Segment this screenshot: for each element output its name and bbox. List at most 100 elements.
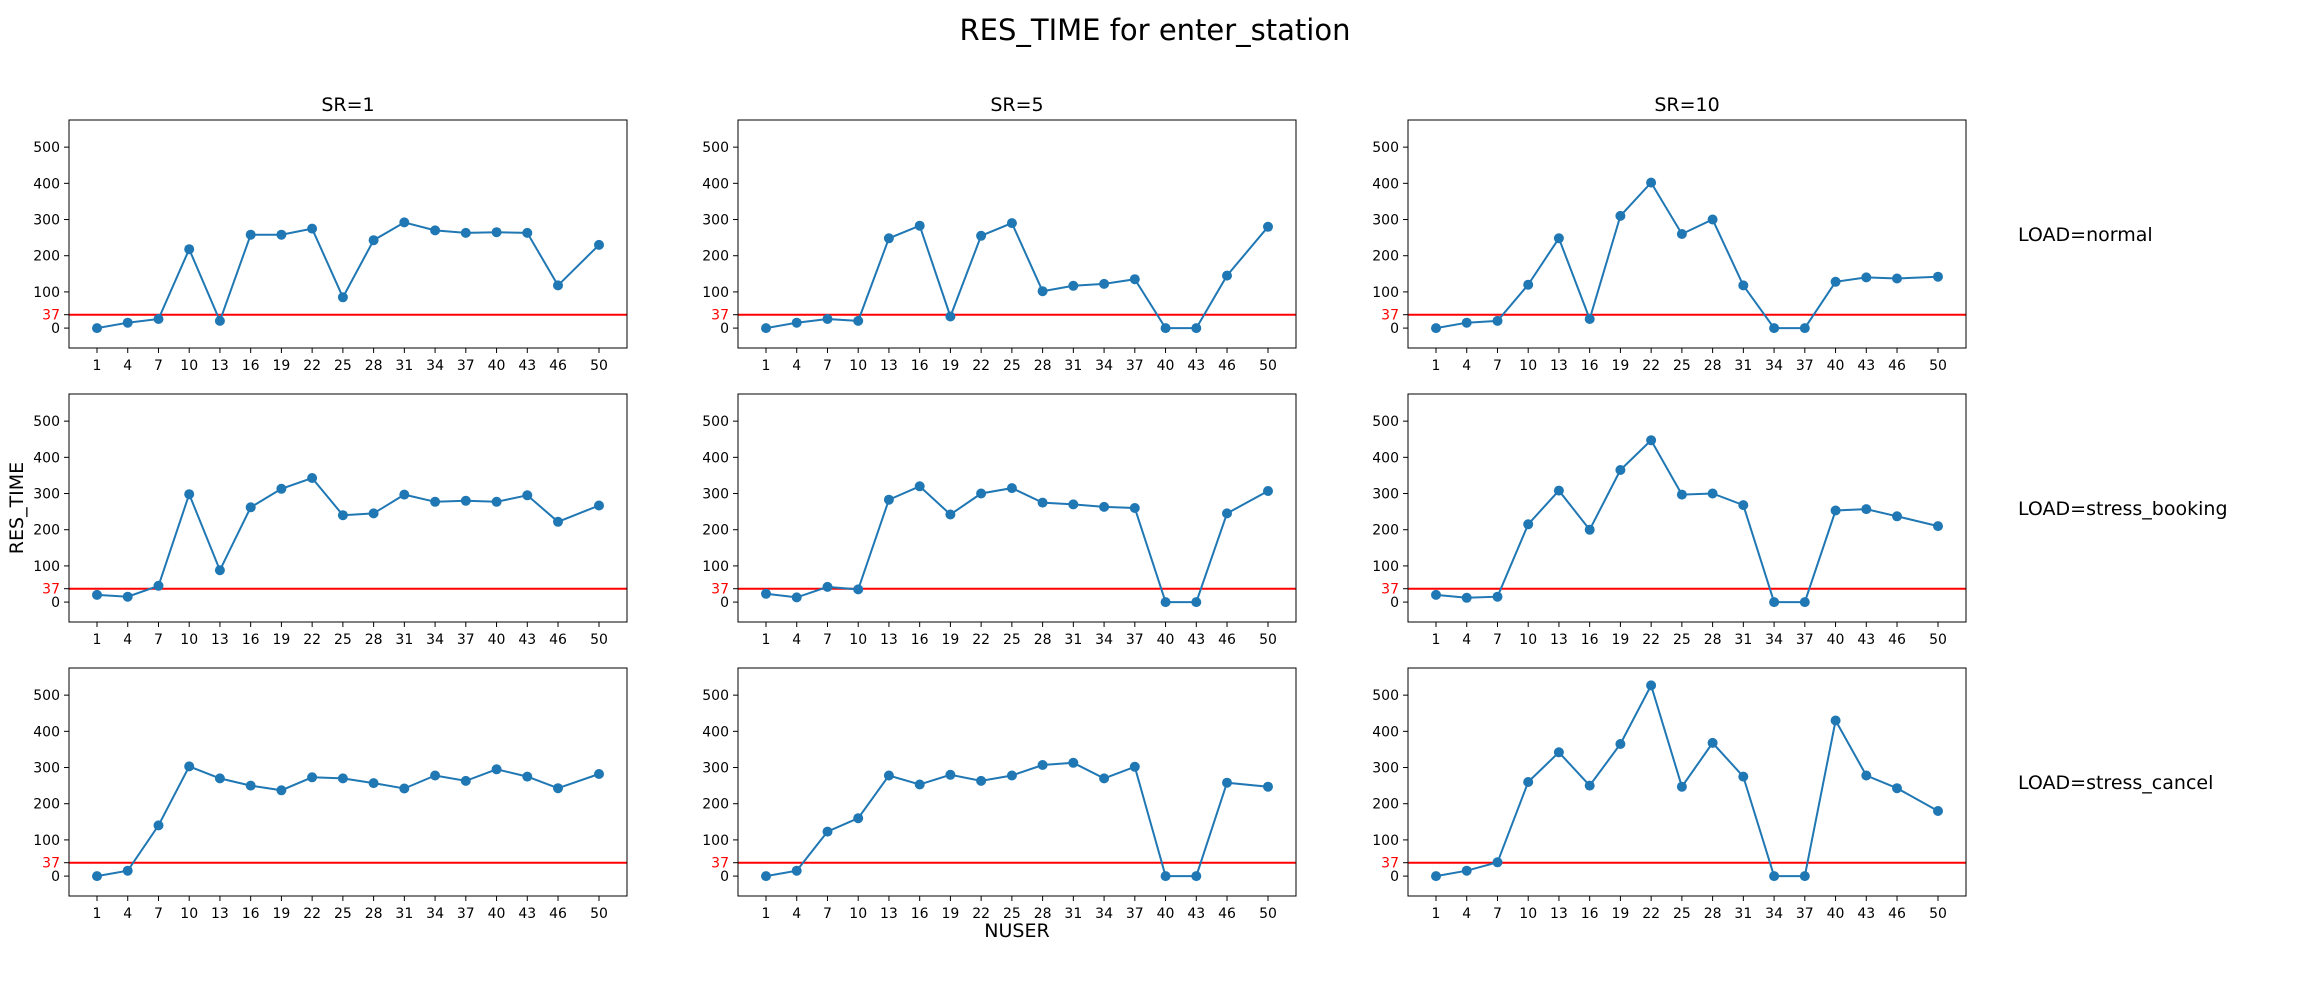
x-tick-label: 46: [549, 906, 567, 922]
y-tick-label: 400: [702, 724, 729, 740]
x-tick-label: 40: [488, 358, 506, 374]
data-point: [1646, 435, 1657, 446]
x-tick-label: 31: [395, 906, 413, 922]
data-point: [1799, 323, 1810, 334]
x-tick-label: 34: [1095, 358, 1113, 374]
data-point: [1263, 486, 1273, 496]
y-tick-label: 400: [702, 450, 729, 466]
x-tick-label: 50: [1929, 906, 1947, 922]
threshold-tick-label: 37: [1381, 582, 1399, 598]
x-tick-label: 31: [1064, 358, 1082, 374]
x-tick-label: 28: [365, 358, 383, 374]
data-point: [122, 591, 133, 602]
x-tick-label: 7: [154, 632, 163, 648]
data-point: [1431, 589, 1441, 600]
threshold-tick-label: 37: [42, 308, 60, 324]
data-point: [1738, 280, 1749, 291]
data-point: [1584, 314, 1595, 324]
data-point: [214, 773, 225, 784]
x-tick-label: 10: [180, 358, 198, 374]
data-point: [1553, 747, 1564, 758]
data-point: [1584, 780, 1595, 791]
x-tick-label: 7: [823, 906, 832, 922]
y-tick-label: 500: [702, 140, 729, 156]
data-point: [976, 488, 987, 499]
data-point: [883, 770, 894, 781]
data-point: [1553, 233, 1564, 244]
data-point: [1099, 773, 1110, 784]
x-tick-label: 34: [1095, 632, 1113, 648]
x-tick-label: 16: [242, 906, 260, 922]
data-point: [153, 820, 164, 831]
x-tick-label: 13: [880, 906, 898, 922]
x-tick-label: 28: [365, 632, 383, 648]
x-axis-label: NUSER: [984, 920, 1049, 942]
data-point: [1769, 323, 1780, 334]
data-point: [914, 220, 925, 231]
data-point: [1222, 508, 1232, 519]
y-tick-label: 500: [702, 688, 729, 704]
data-point: [1129, 761, 1140, 772]
subplot-title: SR=1: [321, 94, 374, 116]
threshold-tick-label: 37: [42, 582, 60, 598]
x-tick-label: 13: [1550, 632, 1568, 648]
data-point: [1492, 591, 1503, 602]
x-tick-label: 46: [1888, 632, 1906, 648]
subplot-3-3: LOAD=stress_cancel 0 100 200 300 400 500 37 1 4 7 1…: [1372, 667, 2213, 922]
data-point: [1646, 680, 1657, 691]
x-tick-label: 37: [1796, 358, 1814, 374]
x-tick-label: 4: [1462, 358, 1471, 374]
y-tick-label: 0: [720, 595, 729, 611]
y-tick-label: 300: [702, 487, 729, 503]
y-tick-label: 100: [702, 559, 729, 575]
x-tick-label: 10: [180, 632, 198, 648]
series-line: [1435, 438, 1939, 604]
subplot-1-1: SR=1 0 100 200 300 400 500 37 1 4 7 10 13 16 19 22 25 28 3…: [33, 94, 628, 374]
x-tick-label: 19: [941, 358, 959, 374]
data-point: [1933, 806, 1943, 816]
x-tick-label: 22: [303, 906, 321, 922]
row-label: LOAD=normal: [2018, 224, 2153, 246]
data-point: [594, 500, 604, 511]
data-point: [307, 223, 318, 234]
data-point: [245, 229, 256, 240]
x-tick-label: 37: [1126, 906, 1144, 922]
data-point: [1523, 519, 1534, 530]
x-tick-label: 28: [1704, 906, 1722, 922]
x-tick-label: 22: [972, 632, 990, 648]
data-point: [399, 489, 410, 500]
x-tick-label: 1: [762, 906, 771, 922]
x-tick-label: 37: [457, 906, 475, 922]
data-point: [553, 516, 563, 527]
x-tick-label: 19: [1611, 632, 1629, 648]
axes-frame: [737, 393, 1297, 623]
x-tick-label: 4: [792, 906, 801, 922]
data-point: [791, 865, 802, 876]
x-tick-label: 50: [590, 358, 608, 374]
y-tick-label: 300: [1372, 761, 1399, 777]
data-point: [822, 826, 833, 837]
y-tick-label: 200: [702, 797, 729, 813]
data-point: [1037, 760, 1048, 770]
x-tick-label: 46: [1888, 358, 1906, 374]
data-point: [1191, 323, 1202, 334]
x-tick-label: 13: [211, 358, 229, 374]
x-tick-label: 50: [1929, 358, 1947, 374]
x-tick-label: 46: [1218, 906, 1236, 922]
axes-frame: [68, 393, 628, 623]
y-tick-label: 100: [1372, 559, 1399, 575]
x-tick-label: 13: [1550, 906, 1568, 922]
y-tick-label: 400: [33, 450, 60, 466]
y-tick-label: 200: [33, 249, 60, 265]
y-tick-label: 200: [1372, 523, 1399, 539]
y-tick-label: 500: [1372, 414, 1399, 430]
x-tick-label: 34: [1765, 906, 1783, 922]
data-point: [945, 311, 956, 322]
x-tick-label: 43: [1857, 358, 1875, 374]
figure-title: RES_TIME for enter_station: [960, 13, 1351, 47]
x-tick-label: 37: [1126, 632, 1144, 648]
series-line: [765, 761, 1269, 878]
x-tick-label: 7: [1493, 358, 1502, 374]
row-label: LOAD=stress_cancel: [2018, 772, 2213, 794]
data-point: [1707, 488, 1718, 499]
